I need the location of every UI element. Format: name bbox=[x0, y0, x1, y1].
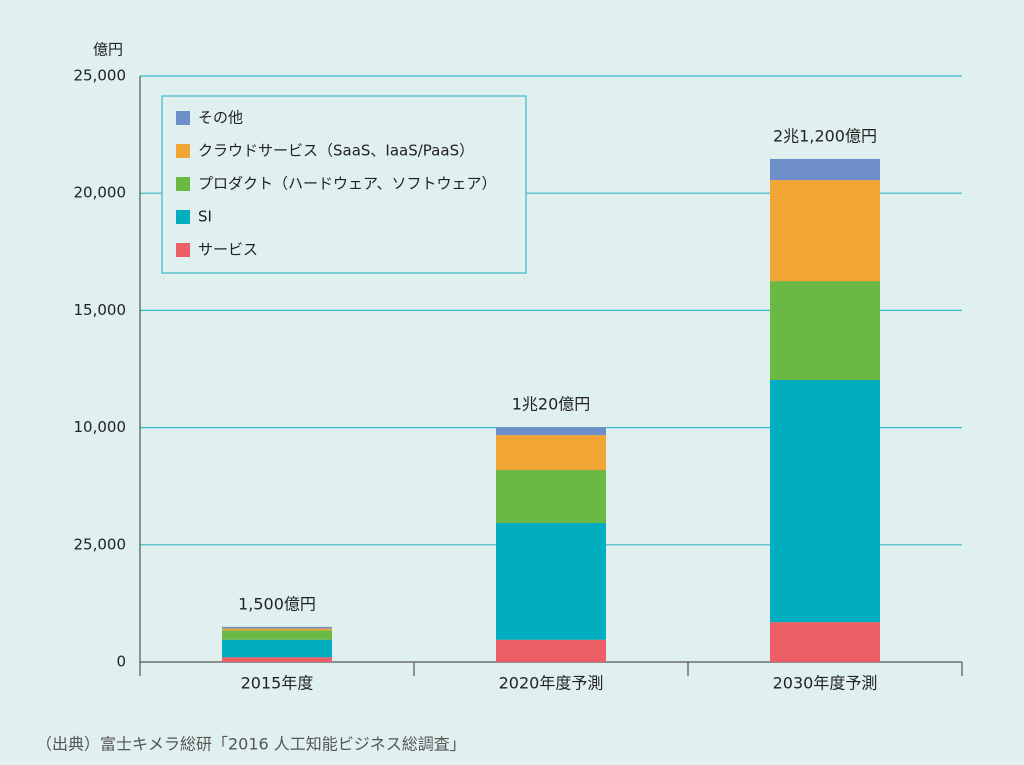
y-tick-label: 0 bbox=[116, 653, 126, 671]
bar-segment bbox=[222, 626, 332, 629]
bar-segment bbox=[770, 158, 880, 181]
legend-label: SI bbox=[198, 208, 212, 226]
bar-segment bbox=[222, 657, 332, 662]
bar-segment bbox=[770, 180, 880, 282]
legend-label: プロダクト（ハードウェア、ソフトウェア） bbox=[198, 175, 497, 193]
bar-segment bbox=[770, 622, 880, 662]
bar-segment bbox=[496, 470, 606, 524]
legend-swatch bbox=[176, 243, 190, 257]
bar-segment bbox=[770, 380, 880, 623]
legend-swatch bbox=[176, 111, 190, 125]
legend-label: その他 bbox=[198, 109, 243, 127]
x-tick-label: 2015年度 bbox=[241, 674, 314, 693]
bar-segment bbox=[770, 281, 880, 381]
legend-label: クラウドサービス（SaaS、IaaS/PaaS） bbox=[198, 142, 474, 160]
legend-swatch bbox=[176, 177, 190, 191]
bar-segment bbox=[222, 630, 332, 640]
source-note: （出典）富士キメラ総研「2016 人工知能ビジネス総調査」 bbox=[36, 735, 466, 754]
bar-segment bbox=[496, 523, 606, 640]
bar-segment bbox=[496, 427, 606, 436]
y-tick-label: 10,000 bbox=[74, 418, 127, 436]
total-label: 2兆1,200億円 bbox=[773, 126, 877, 145]
x-tick-label: 2020年度予測 bbox=[499, 674, 604, 693]
y-tick-label: 15,000 bbox=[74, 301, 127, 319]
y-tick-label: 25,000 bbox=[74, 67, 127, 85]
total-label: 1兆20億円 bbox=[512, 395, 591, 414]
bar-segment bbox=[496, 639, 606, 662]
y-tick-label: 20,000 bbox=[74, 184, 127, 202]
bar-segment bbox=[496, 435, 606, 471]
bar-segment bbox=[222, 628, 332, 631]
legend-swatch bbox=[176, 210, 190, 224]
total-label: 1,500億円 bbox=[238, 594, 316, 613]
x-tick-label: 2030年度予測 bbox=[773, 674, 878, 693]
y-axis-unit: 億円 bbox=[93, 41, 123, 59]
y-tick-label: 25,000 bbox=[74, 535, 127, 553]
legend-label: サービス bbox=[198, 241, 258, 259]
legend-swatch bbox=[176, 144, 190, 158]
legend-box bbox=[161, 95, 527, 274]
bar-segment bbox=[222, 639, 332, 658]
